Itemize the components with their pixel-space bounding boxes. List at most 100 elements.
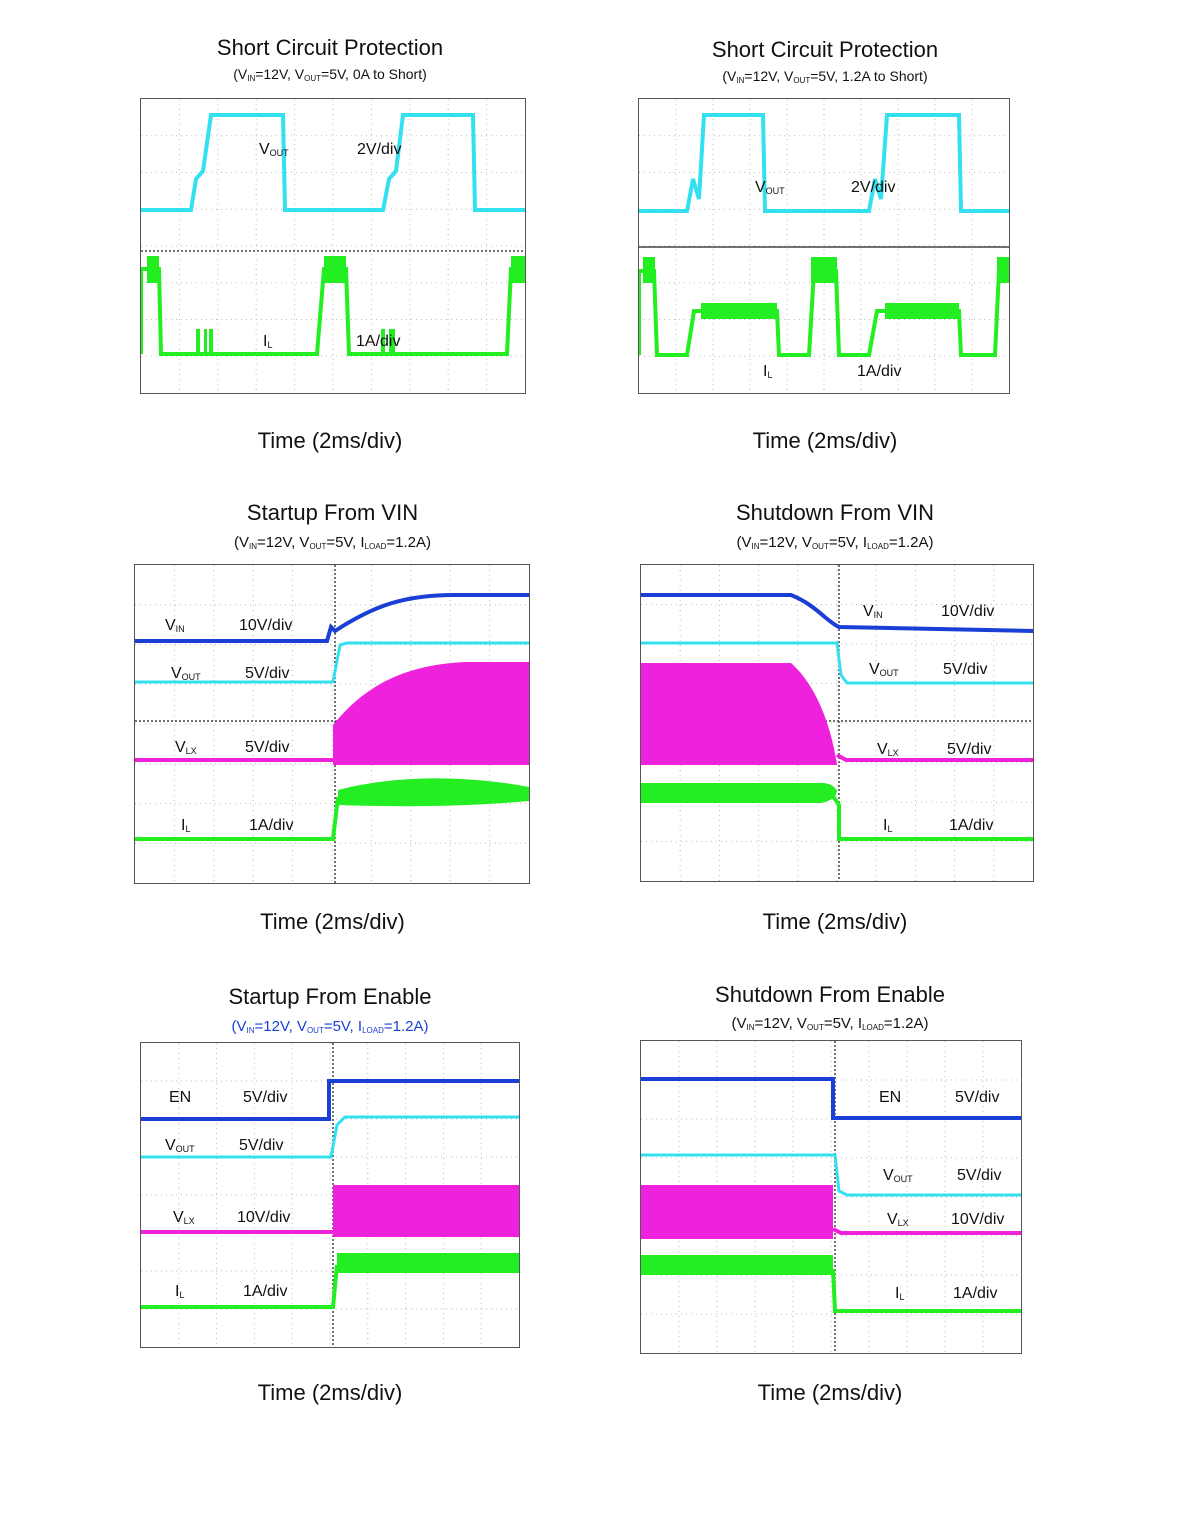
scope-screen: VIN 10V/div VOUT 5V/div VLX 5V/div IL 1A… [134,564,530,884]
trace-il [829,791,1033,841]
panel-short-circuit-1p2a: Short Circuit Protection (VIN=12V, VOUT=… [630,30,1020,470]
trace-vlx-envelope [641,663,837,765]
trace-il [639,269,1009,357]
x-axis-label: Time (2ms/div) [757,1380,903,1405]
trace-label-vlx: VLX [887,1211,909,1228]
trace-vlx [836,753,1033,762]
trace-vout [141,1115,519,1159]
trace-label-en: EN [169,1089,192,1106]
trace-il-spike [381,329,385,355]
trace-label-vout: VOUT [259,141,289,158]
panel-title: Shutdown From VIN [735,500,935,525]
trace-en [141,1079,519,1121]
trace-scale-vlx: 10V/div [237,1209,291,1226]
scope-svg [141,1043,519,1347]
trace-label-vout: VOUT [869,661,899,678]
trace-scale-vout: 5V/div [943,661,988,678]
x-axis-label: Time (2ms/div) [260,909,405,934]
panel-shutdown-from-enable: Shutdown From Enable (VIN=12V, VOUT=5V, … [630,980,1030,1420]
trace-label-vin: VIN [165,617,185,634]
panel-subtitle: (VIN=12V, VOUT=5V, ILOAD=1.2A) [736,534,934,551]
trace-label-vout: VOUT [883,1167,913,1184]
trace-vlx-envelope [333,1185,519,1237]
scope-screen: EN 5V/div VOUT 5V/div VLX 10V/div IL 1A/… [640,1040,1022,1354]
trace-il-ripple [338,778,529,807]
trace-label-vout: VOUT [171,665,201,682]
trace-label-il: IL [263,333,273,350]
trace-vout [141,113,525,212]
panel-title: Short Circuit Protection [216,35,444,60]
trace-en [641,1077,1021,1120]
trace-il [135,796,340,841]
trace-scale-vout: 5V/div [245,665,290,682]
x-axis-label: Time (2ms/div) [257,428,403,453]
trace-scale-vin: 10V/div [239,617,293,634]
scope-svg [639,99,1009,393]
panel-subtitle: (VIN=12V, VOUT=5V, 1.2A to Short) [722,68,928,85]
trace-scale-vout: 2V/div [851,179,896,196]
x-axis-label: Time (2ms/div) [752,428,898,453]
panel-title: Startup From Enable [228,984,432,1009]
trace-scale-il: 1A/div [953,1285,998,1302]
trace-scale-il: 1A/div [356,333,401,350]
trace-il-spike [209,329,213,355]
trace-label-il: IL [763,363,773,380]
trace-scale-vlx: 10V/div [951,1211,1005,1228]
scope-screen: VOUT 2V/div IL 1A/div [638,98,1010,394]
scope-grid [135,565,529,883]
scope-svg [135,565,529,883]
panel-subtitle: (VIN=12V, VOUT=5V, ILOAD=1.2A) [231,1018,429,1035]
trace-il [141,1264,339,1309]
trace-label-vout: VOUT [755,179,785,196]
trace-label-vlx: VLX [175,739,197,756]
panel-subtitle: (VIN=12V, VOUT=5V, ILOAD=1.2A) [234,534,431,551]
scope-svg [141,99,525,393]
trace-scale-vout: 5V/div [957,1167,1002,1184]
scope-svg [641,1041,1021,1353]
trace-label-il: IL [175,1283,185,1300]
trace-scale-vlx: 5V/div [947,741,992,758]
trace-il [141,267,525,356]
x-axis-label: Time (2ms/div) [762,909,908,934]
trace-scale-vin: 10V/div [941,603,995,620]
trace-scale-il: 1A/div [243,1283,288,1300]
trace-vlx [832,1227,1021,1235]
scope-screen: VIN 10V/div VOUT 5V/div VLX 5V/div IL 1A… [640,564,1034,882]
trace-label-il: IL [181,817,191,834]
panel-shutdown-from-vin: Shutdown From VIN (VIN=12V, VOUT=5V, ILO… [630,496,1040,946]
trace-il-spike [389,329,395,355]
trace-scale-en: 5V/div [243,1089,288,1106]
panel-subtitle: (VIN=12V, VOUT=5V, 0A to Short) [233,66,427,83]
trace-scale-vout: 2V/div [357,141,402,158]
panel-startup-from-vin: Startup From VIN (VIN=12V, VOUT=5V, ILOA… [130,496,535,946]
trace-scale-il: 1A/div [249,817,294,834]
trace-il [831,1268,1021,1313]
trace-vlx-envelope [333,662,529,765]
trace-vin [135,593,529,643]
trace-vout [641,641,1033,685]
trace-vout [641,1153,1021,1197]
trace-label-vin: VIN [863,603,883,620]
scope-screen: VOUT 2V/div IL 1A/div [140,98,526,394]
trace-il-ripple [337,1253,519,1273]
panel-title: Shutdown From Enable [715,982,945,1007]
trace-scale-il: 1A/div [949,817,994,834]
scope-screen: EN 5V/div VOUT 5V/div VLX 10V/div IL 1A/… [140,1042,520,1348]
scope-grid [141,99,525,393]
trace-il-ripple [641,783,837,803]
panel-title: Startup From VIN [246,500,419,525]
trace-scale-vlx: 5V/div [245,739,290,756]
scope-svg [641,565,1033,881]
panel-startup-from-enable: Startup From Enable (VIN=12V, VOUT=5V, I… [130,980,530,1420]
x-axis-label: Time (2ms/div) [257,1380,403,1405]
trace-il-ripple [641,1255,833,1275]
trace-label-vout: VOUT [165,1137,195,1154]
trace-scale-vout: 5V/div [239,1137,284,1154]
panel-subtitle: (VIN=12V, VOUT=5V, ILOAD=1.2A) [731,1015,929,1032]
trace-label-vlx: VLX [877,741,899,758]
trace-vout [135,641,529,684]
trace-label-il: IL [895,1285,905,1302]
panel-short-circuit-0a: Short Circuit Protection (VIN=12V, VOUT=… [130,30,530,470]
trace-vout [639,113,1009,213]
trace-label-vlx: VLX [173,1209,195,1226]
